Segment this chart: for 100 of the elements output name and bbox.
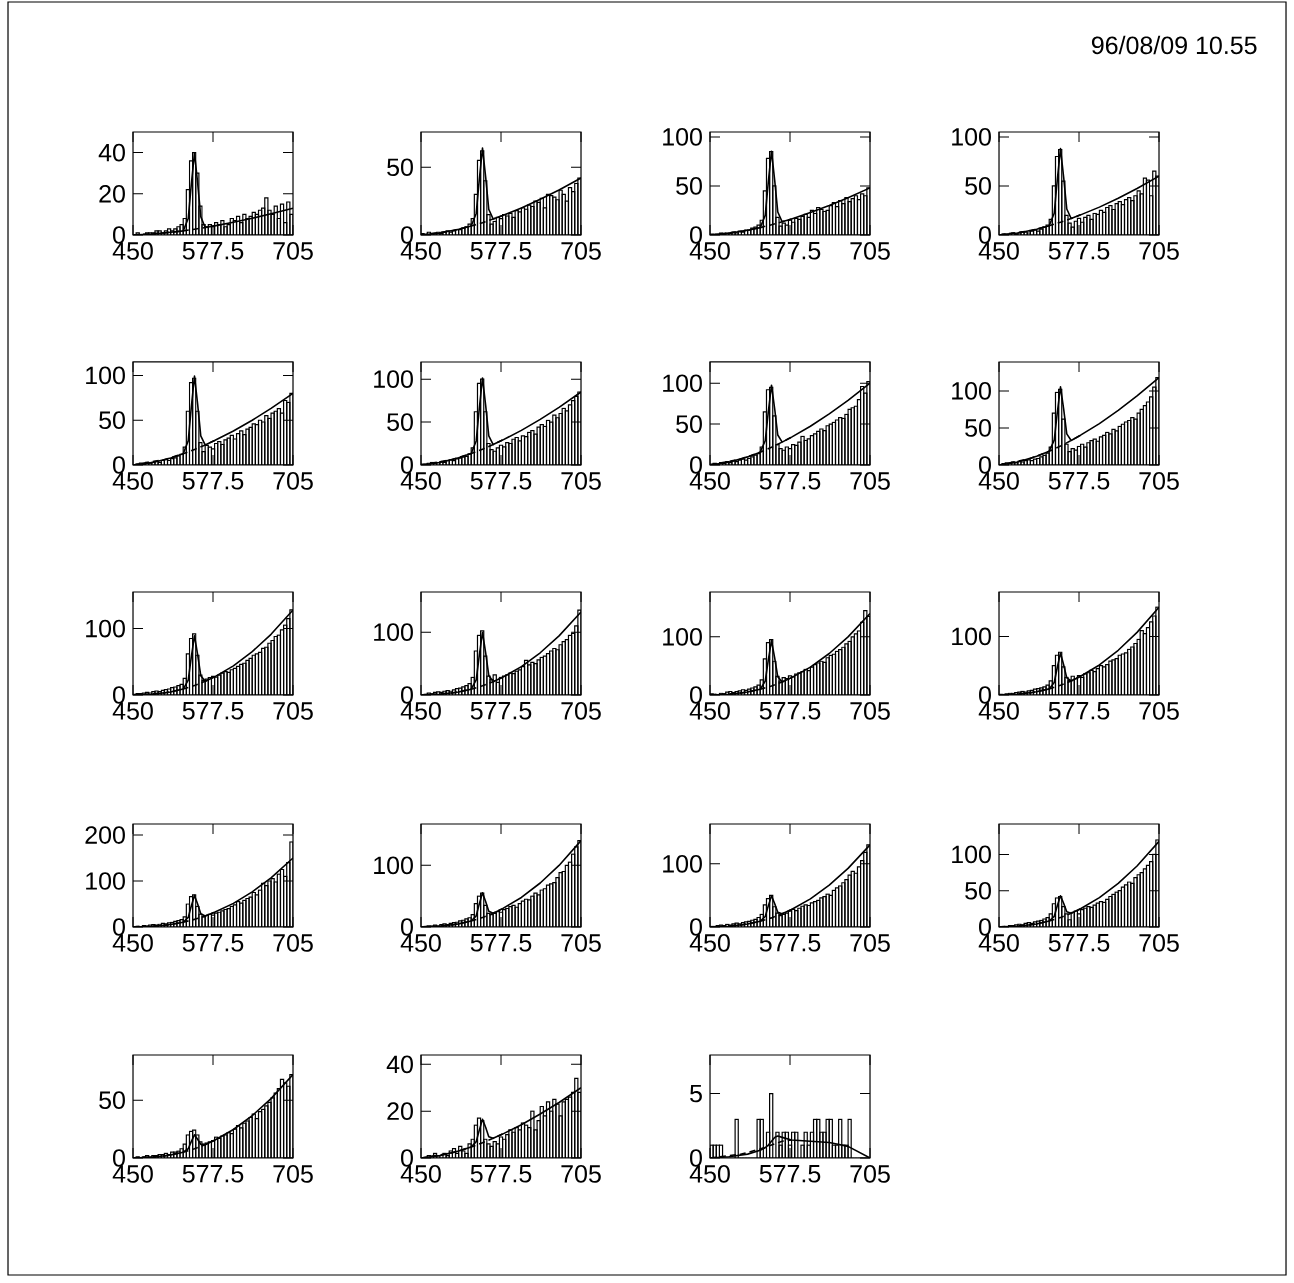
x-tick-label: 577.5 — [1048, 242, 1110, 260]
x-tick-label: 577.5 — [182, 1165, 244, 1183]
y-tick-label: 0 — [979, 918, 991, 936]
x-tick-label: 577.5 — [1048, 702, 1110, 720]
y-tick-label: 50 — [965, 177, 991, 195]
y-tick-label: 100 — [86, 619, 125, 638]
y-tick-label: 50 — [965, 419, 991, 437]
y-tick-label: 0 — [113, 226, 125, 244]
y-tick-label: 40 — [98, 143, 125, 162]
x-tick-label: 705 — [273, 1165, 313, 1183]
x-tick-label: 450 — [112, 472, 153, 490]
x-tick-label: 705 — [850, 934, 890, 952]
y-tick-label: 100 — [663, 128, 702, 146]
y-tick-label: 0 — [690, 456, 702, 474]
y-tick-label: 0 — [690, 918, 702, 936]
x-tick-label: 450 — [978, 934, 1019, 952]
y-tick-label: 0 — [401, 1149, 413, 1167]
x-tick-label: 577.5 — [470, 1165, 532, 1183]
x-tick-label: 577.5 — [470, 702, 532, 720]
x-tick-label: 705 — [273, 242, 313, 260]
x-tick-label: 450 — [978, 242, 1019, 260]
y-tick-label: 0 — [690, 686, 702, 704]
text: 96/08/09 10.55 — [1091, 35, 1257, 55]
y-tick-label: 100 — [663, 854, 702, 873]
x-tick-label: 705 — [561, 472, 601, 490]
y-tick-label: 0 — [690, 226, 702, 244]
x-tick-label: 705 — [850, 702, 890, 720]
y-tick-label: 0 — [113, 1149, 125, 1167]
x-tick-label: 705 — [1139, 242, 1179, 260]
y-tick-label: 100 — [374, 623, 413, 642]
x-tick-label: 577.5 — [1048, 934, 1110, 952]
x-tick-label: 577.5 — [759, 934, 821, 952]
x-tick-label: 577.5 — [182, 702, 244, 720]
y-tick-label: 100 — [374, 856, 413, 875]
x-tick-label: 577.5 — [759, 472, 821, 490]
x-tick-label: 577.5 — [1048, 472, 1110, 490]
x-tick-label: 450 — [689, 242, 730, 260]
y-tick-label: 50 — [387, 413, 413, 431]
y-tick-label: 100 — [663, 374, 702, 393]
x-tick-label: 577.5 — [470, 934, 532, 952]
y-tick-label: 0 — [113, 686, 125, 704]
x-tick-label: 450 — [112, 242, 153, 260]
x-tick-label: 450 — [400, 934, 441, 952]
y-tick-label: 50 — [676, 415, 702, 433]
y-tick-label: 0 — [401, 686, 413, 704]
y-tick-label: 0 — [401, 456, 413, 474]
x-tick-label: 705 — [273, 934, 313, 952]
x-tick-label: 450 — [978, 472, 1019, 490]
y-tick-label: 100 — [952, 382, 991, 400]
y-tick-label: 0 — [113, 456, 125, 474]
y-tick-label: 100 — [86, 872, 125, 890]
x-tick-label: 450 — [400, 472, 441, 490]
x-tick-label: 450 — [112, 1165, 153, 1183]
y-tick-label: 20 — [387, 1102, 413, 1121]
y-tick-label: 100 — [663, 627, 702, 646]
x-tick-label: 705 — [1139, 934, 1179, 952]
y-tick-label: 40 — [386, 1055, 413, 1074]
x-tick-label: 705 — [1139, 472, 1179, 490]
y-tick-label: 5 — [690, 1084, 702, 1103]
y-tick-label: 0 — [401, 918, 413, 936]
x-tick-label: 705 — [850, 242, 890, 260]
y-tick-label: 100 — [952, 128, 991, 146]
x-tick-label: 705 — [561, 934, 601, 952]
y-tick-label: 0 — [113, 918, 125, 936]
y-tick-label: 0 — [401, 226, 413, 244]
y-tick-label: 100 — [952, 845, 991, 864]
y-tick-label: 50 — [387, 158, 413, 177]
x-tick-label: 705 — [1139, 702, 1179, 720]
y-tick-label: 50 — [99, 411, 125, 430]
x-tick-label: 577.5 — [470, 242, 532, 260]
y-tick-label: 50 — [676, 177, 702, 195]
x-tick-label: 450 — [112, 702, 153, 720]
x-tick-label: 577.5 — [470, 472, 532, 490]
x-tick-label: 450 — [689, 1165, 730, 1183]
x-tick-label: 577.5 — [759, 242, 821, 260]
x-tick-label: 450 — [689, 934, 730, 952]
x-tick-label: 705 — [561, 242, 601, 260]
x-tick-label: 705 — [561, 702, 601, 720]
x-tick-label: 450 — [978, 702, 1019, 720]
x-tick-label: 450 — [689, 702, 730, 720]
x-tick-label: 450 — [400, 242, 441, 260]
x-tick-label: 450 — [400, 702, 441, 720]
y-tick-label: 0 — [979, 226, 991, 244]
x-tick-label: 450 — [689, 472, 730, 490]
y-tick-label: 200 — [85, 826, 125, 844]
x-tick-label: 705 — [273, 702, 313, 720]
y-tick-label: 20 — [99, 184, 125, 203]
y-tick-label: 50 — [99, 1091, 125, 1109]
x-tick-label: 577.5 — [182, 472, 244, 490]
x-tick-label: 450 — [112, 934, 153, 952]
x-tick-label: 577.5 — [759, 702, 821, 720]
y-tick-label: 100 — [86, 366, 125, 385]
x-tick-label: 705 — [273, 472, 313, 490]
x-tick-label: 577.5 — [182, 934, 244, 952]
y-tick-label: 0 — [690, 1149, 702, 1167]
x-tick-label: 705 — [850, 472, 890, 490]
y-tick-label: 100 — [374, 370, 413, 388]
x-tick-label: 450 — [400, 1165, 441, 1183]
y-tick-label: 0 — [979, 456, 991, 474]
x-tick-label: 705 — [850, 1165, 890, 1183]
